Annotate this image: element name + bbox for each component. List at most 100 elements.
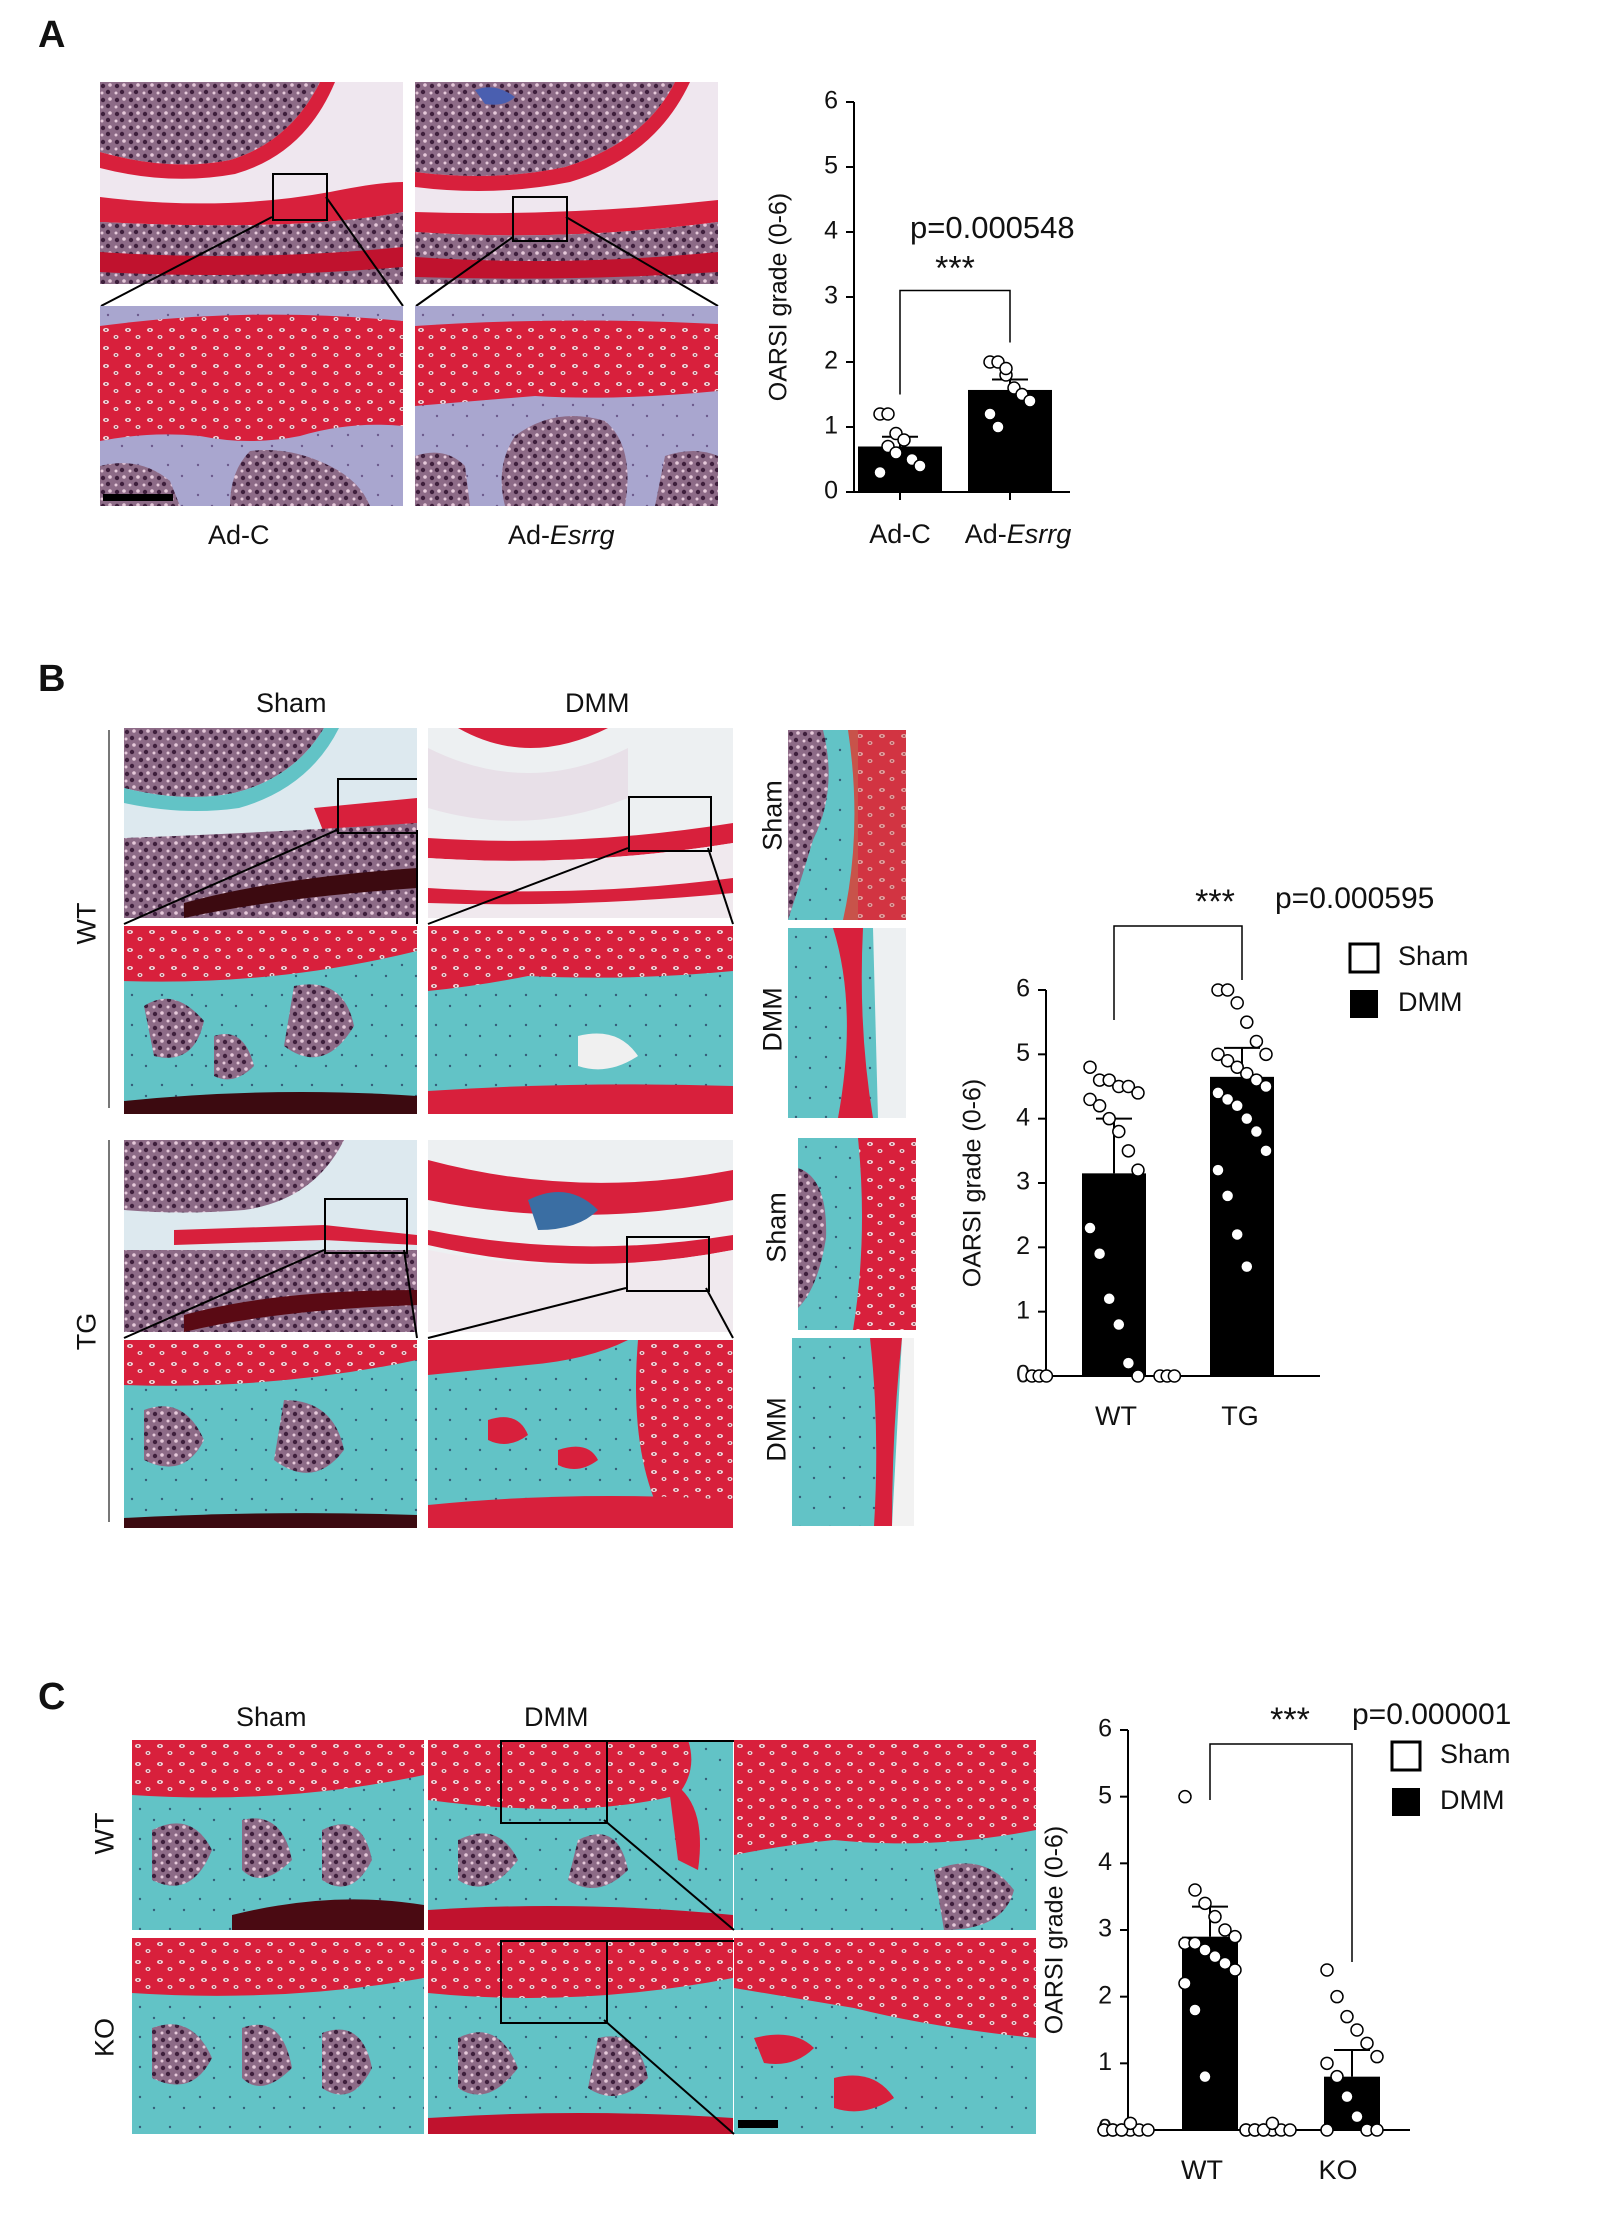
data-point	[889, 446, 903, 460]
y-tick-label: 2	[824, 347, 838, 375]
data-point	[999, 361, 1013, 376]
data-point-dmm	[1092, 1247, 1107, 1261]
zoom-box	[500, 1740, 608, 1824]
micrograph-a-ad-esrrg-overview	[415, 82, 718, 284]
side-label-sham-1: Sham	[757, 780, 788, 851]
data-point-sham	[1256, 2123, 1271, 2137]
micrograph-c-wt-sham	[132, 1740, 424, 1930]
data-point	[991, 420, 1005, 434]
significance-bracket	[1209, 1743, 1353, 1962]
y-tick-label: 4	[824, 217, 838, 245]
data-point-dmm	[1121, 1144, 1136, 1158]
y-tick-label: 0	[824, 477, 838, 505]
data-point-dmm	[1220, 1054, 1235, 1068]
data-point-dmm	[1230, 1099, 1244, 1113]
y-tick-label: 6	[824, 87, 838, 115]
data-point-dmm	[1083, 1060, 1097, 1074]
y-tick-label: 4	[1098, 1848, 1112, 1876]
data-point-sham	[1123, 2116, 1138, 2131]
data-point-dmm	[1102, 1292, 1116, 1306]
data-point-dmm	[1178, 1976, 1192, 1991]
y-tick-label: 1	[1098, 2048, 1112, 2076]
micrograph-b-wt-sham-zoom	[124, 926, 417, 1114]
significance-stars: ***	[935, 249, 975, 287]
legend-label-dmm: DMM	[1398, 987, 1462, 1017]
data-point-dmm	[1320, 1963, 1334, 1977]
data-point-dmm	[1188, 1936, 1202, 1951]
y-tick-label: 3	[824, 282, 838, 310]
data-point-dmm	[1208, 1909, 1222, 1924]
legend-label-dmm: DMM	[1440, 1785, 1504, 1815]
micrograph-c-wt-dmm	[428, 1740, 733, 1930]
micrograph-a-ad-esrrg-zoom	[415, 306, 718, 506]
micrograph-b-side-wt-dmm	[788, 928, 906, 1118]
data-point	[873, 465, 887, 480]
data-point-dmm	[1228, 1963, 1242, 1977]
label-ad-c: Ad-C	[208, 520, 270, 550]
data-point-dmm	[1220, 1189, 1235, 1203]
zoom-lines-b-wt	[123, 829, 734, 925]
data-point-sham	[1039, 1369, 1054, 1383]
p-value: p=0.000001	[1352, 1700, 1511, 1731]
significance-bracket	[899, 289, 1011, 395]
zoom-box	[337, 778, 417, 834]
data-point-dmm	[1198, 1896, 1212, 1911]
data-point-dmm	[1208, 1949, 1222, 1964]
data-point-dmm	[1131, 1163, 1145, 1177]
col-label-dmm-b: DMM	[565, 688, 630, 718]
y-axis-label: OARSI grade (0-6)	[765, 193, 793, 401]
micrograph-a-ad-c-overview	[100, 82, 403, 284]
y-tick-label: 2	[1016, 1232, 1030, 1260]
col-label-sham-b: Sham	[256, 688, 327, 718]
chart-b: 0 1 2 3 4 5 6 OARSI grade (0-6) WT TG Sham DMM *** p=…	[959, 882, 1469, 1431]
data-point-dmm	[1240, 1015, 1254, 1029]
chart-a: 0 1 2 3 4 5 6 OARSI grade (0-6) Ad-C Ad-Esrrg *** p…	[765, 87, 1075, 550]
data-point-dmm	[1102, 1111, 1116, 1126]
micrograph-b-side-tg-sham	[798, 1138, 916, 1330]
p-value: p=0.000548	[910, 210, 1075, 245]
x-group-label: KO	[1318, 2155, 1357, 2185]
y-tick-label: 1	[1016, 1296, 1030, 1324]
micrograph-c-ko-sham	[132, 1938, 424, 2134]
data-point-dmm	[1131, 1369, 1145, 1383]
micrograph-b-wt-dmm-overview	[428, 728, 733, 918]
significance-bracket	[1113, 925, 1243, 1020]
x-group-label: WT	[1181, 2155, 1223, 2185]
y-tick-label: 5	[1016, 1039, 1030, 1067]
data-point-dmm	[1249, 1124, 1264, 1139]
y-tick-label: 2	[1098, 1981, 1112, 2009]
significance-stars: ***	[1195, 883, 1235, 921]
label-ad-esrrg-italic: Esrrg	[550, 520, 615, 550]
micrograph-b-tg-dmm-zoom	[428, 1340, 733, 1528]
micrograph-b-wt-dmm-zoom	[428, 926, 733, 1114]
y-tick-label: 4	[1016, 1103, 1030, 1131]
data-point-dmm	[1259, 1047, 1273, 1062]
micrograph-b-wt-sham-overview	[124, 728, 417, 918]
data-point-dmm	[1370, 2123, 1384, 2137]
data-point-dmm	[1198, 2069, 1212, 2084]
y-tick-label: 6	[1098, 1715, 1112, 1743]
zoom-box	[628, 796, 712, 852]
y-tick-label: 5	[824, 152, 838, 180]
x-group-label: WT	[1095, 1401, 1137, 1431]
data-point-dmm	[1259, 1144, 1273, 1158]
y-tick-label: 5	[1098, 1781, 1112, 1809]
side-label-dmm-1: DMM	[757, 987, 788, 1052]
data-point-dmm	[1211, 1086, 1225, 1100]
micrograph-b-tg-sham-zoom	[124, 1340, 417, 1528]
data-point-sham	[1141, 2123, 1155, 2137]
micrograph-c-ko-dmm	[428, 1938, 733, 2134]
data-point	[1023, 394, 1037, 408]
data-point-dmm	[1340, 2089, 1354, 2104]
legend-label-sham: Sham	[1440, 1739, 1511, 1769]
data-point-dmm	[1330, 1989, 1344, 2004]
data-point-sham	[1114, 2123, 1129, 2137]
data-point-dmm	[1220, 983, 1235, 997]
data-point-dmm	[1112, 1124, 1126, 1139]
data-point-sham	[1265, 2116, 1280, 2131]
legend-label-sham: Sham	[1398, 941, 1469, 971]
data-point-dmm	[1220, 1092, 1235, 1107]
data-point	[881, 407, 895, 421]
panel-letter-b: B	[38, 658, 66, 700]
